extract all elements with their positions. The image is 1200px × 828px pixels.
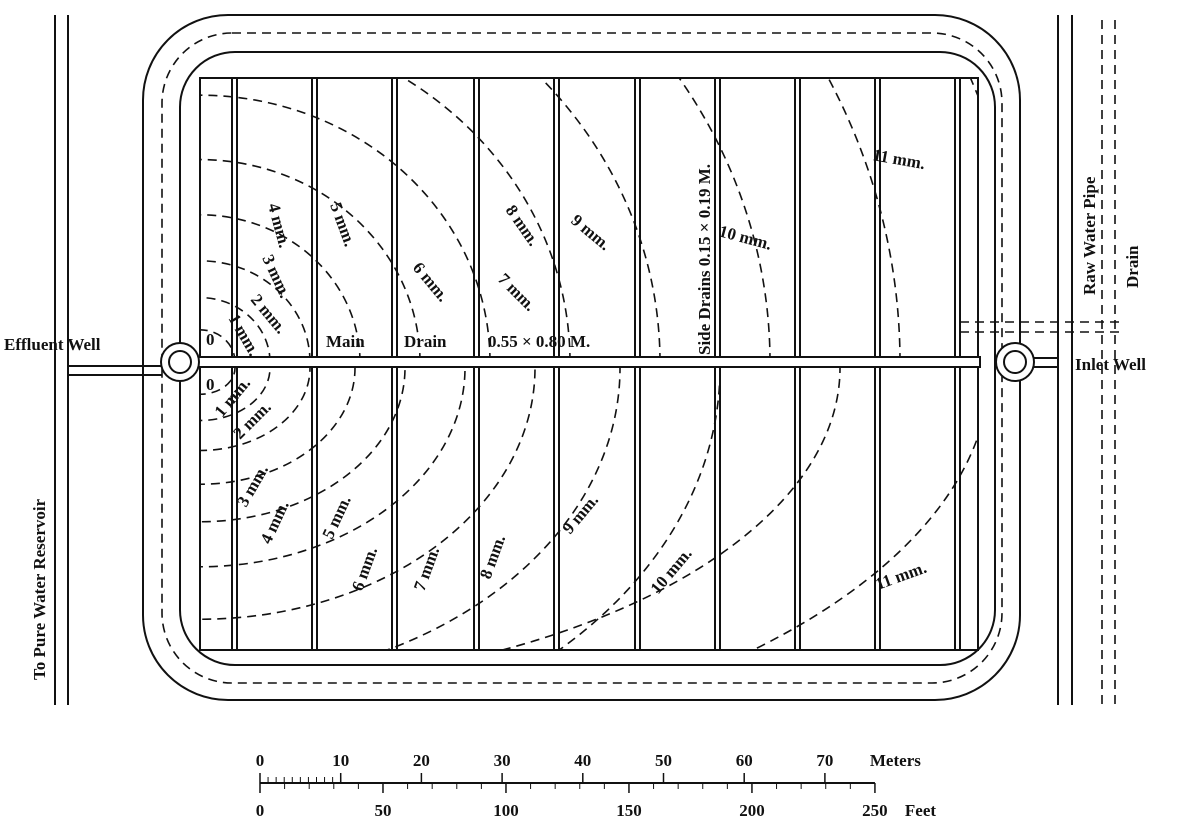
scale-label: 60 xyxy=(736,751,753,770)
contour xyxy=(200,367,536,621)
contour xyxy=(384,367,621,650)
label: Raw Water Pipe xyxy=(1080,176,1099,295)
scale-label: 30 xyxy=(494,751,511,770)
scale-label: 50 xyxy=(374,801,391,820)
label: Side Drains 0.15 × 0.19 M. xyxy=(695,164,714,355)
scale-label: 200 xyxy=(739,801,765,820)
label: Effluent Well xyxy=(4,335,101,354)
contour-label: 0 xyxy=(206,375,215,394)
contour-label: 8 mm. xyxy=(476,532,509,581)
scale-unit: Feet xyxy=(905,801,936,820)
contour-label: 4 mm. xyxy=(256,498,292,547)
contour xyxy=(557,367,721,650)
label: Drain xyxy=(404,332,447,351)
contour-label: 7 mm. xyxy=(494,269,539,314)
label: 0.55 × 0.80 M. xyxy=(488,332,590,351)
label: To Pure Water Reservoir xyxy=(30,498,49,680)
contour xyxy=(200,367,271,422)
contour-label: 7 mm. xyxy=(410,544,443,593)
scale-label: 50 xyxy=(655,751,672,770)
main-drain xyxy=(194,356,981,368)
scale-label: 40 xyxy=(574,751,591,770)
scale-unit: Meters xyxy=(870,751,921,770)
label: Inlet Well xyxy=(1075,355,1146,374)
contour-label: 6 mm. xyxy=(409,258,453,305)
contour-label: 11 mm. xyxy=(873,558,929,594)
scale-label: 20 xyxy=(413,751,430,770)
effluent-well xyxy=(168,350,192,374)
contour-label: 9 mm. xyxy=(567,211,614,255)
contour xyxy=(827,78,901,363)
contour-label: 8 mm. xyxy=(502,201,544,249)
contour-label: 9 mm. xyxy=(559,491,603,538)
contour xyxy=(539,78,661,363)
contour-label: 5 mm. xyxy=(318,493,354,542)
contour-label: 1 mm. xyxy=(225,311,264,360)
contours xyxy=(200,78,978,650)
inlet-well xyxy=(1003,350,1027,374)
contour-label: 6 mm. xyxy=(348,544,381,593)
scale-label: 0 xyxy=(256,751,265,770)
scale-label: 250 xyxy=(862,801,888,820)
scale-label: 10 xyxy=(332,751,349,770)
contour-label: 0 xyxy=(206,330,215,349)
label: Main xyxy=(326,332,365,351)
contour-label: 5 mm. xyxy=(326,200,359,249)
contour xyxy=(402,78,571,363)
scale-label: 150 xyxy=(616,801,642,820)
label: Drain xyxy=(1123,245,1142,288)
contour xyxy=(200,260,311,363)
contour-label: 10 mm. xyxy=(717,222,774,254)
scale-label: 0 xyxy=(256,801,265,820)
scale-label: 100 xyxy=(493,801,519,820)
contour xyxy=(200,367,466,568)
contour xyxy=(678,78,771,363)
scale-bar: 0 10 20 30 40 50 60 70 0 50 100 150 200 250 Meters Feet xyxy=(256,751,937,820)
contour-label: 3 mm. xyxy=(233,461,272,510)
scale-label: 70 xyxy=(816,751,833,770)
contour xyxy=(499,367,841,650)
contour xyxy=(200,367,311,452)
contour-label: 4 mm. xyxy=(264,201,294,250)
contour-label: 10 mm. xyxy=(647,544,696,597)
